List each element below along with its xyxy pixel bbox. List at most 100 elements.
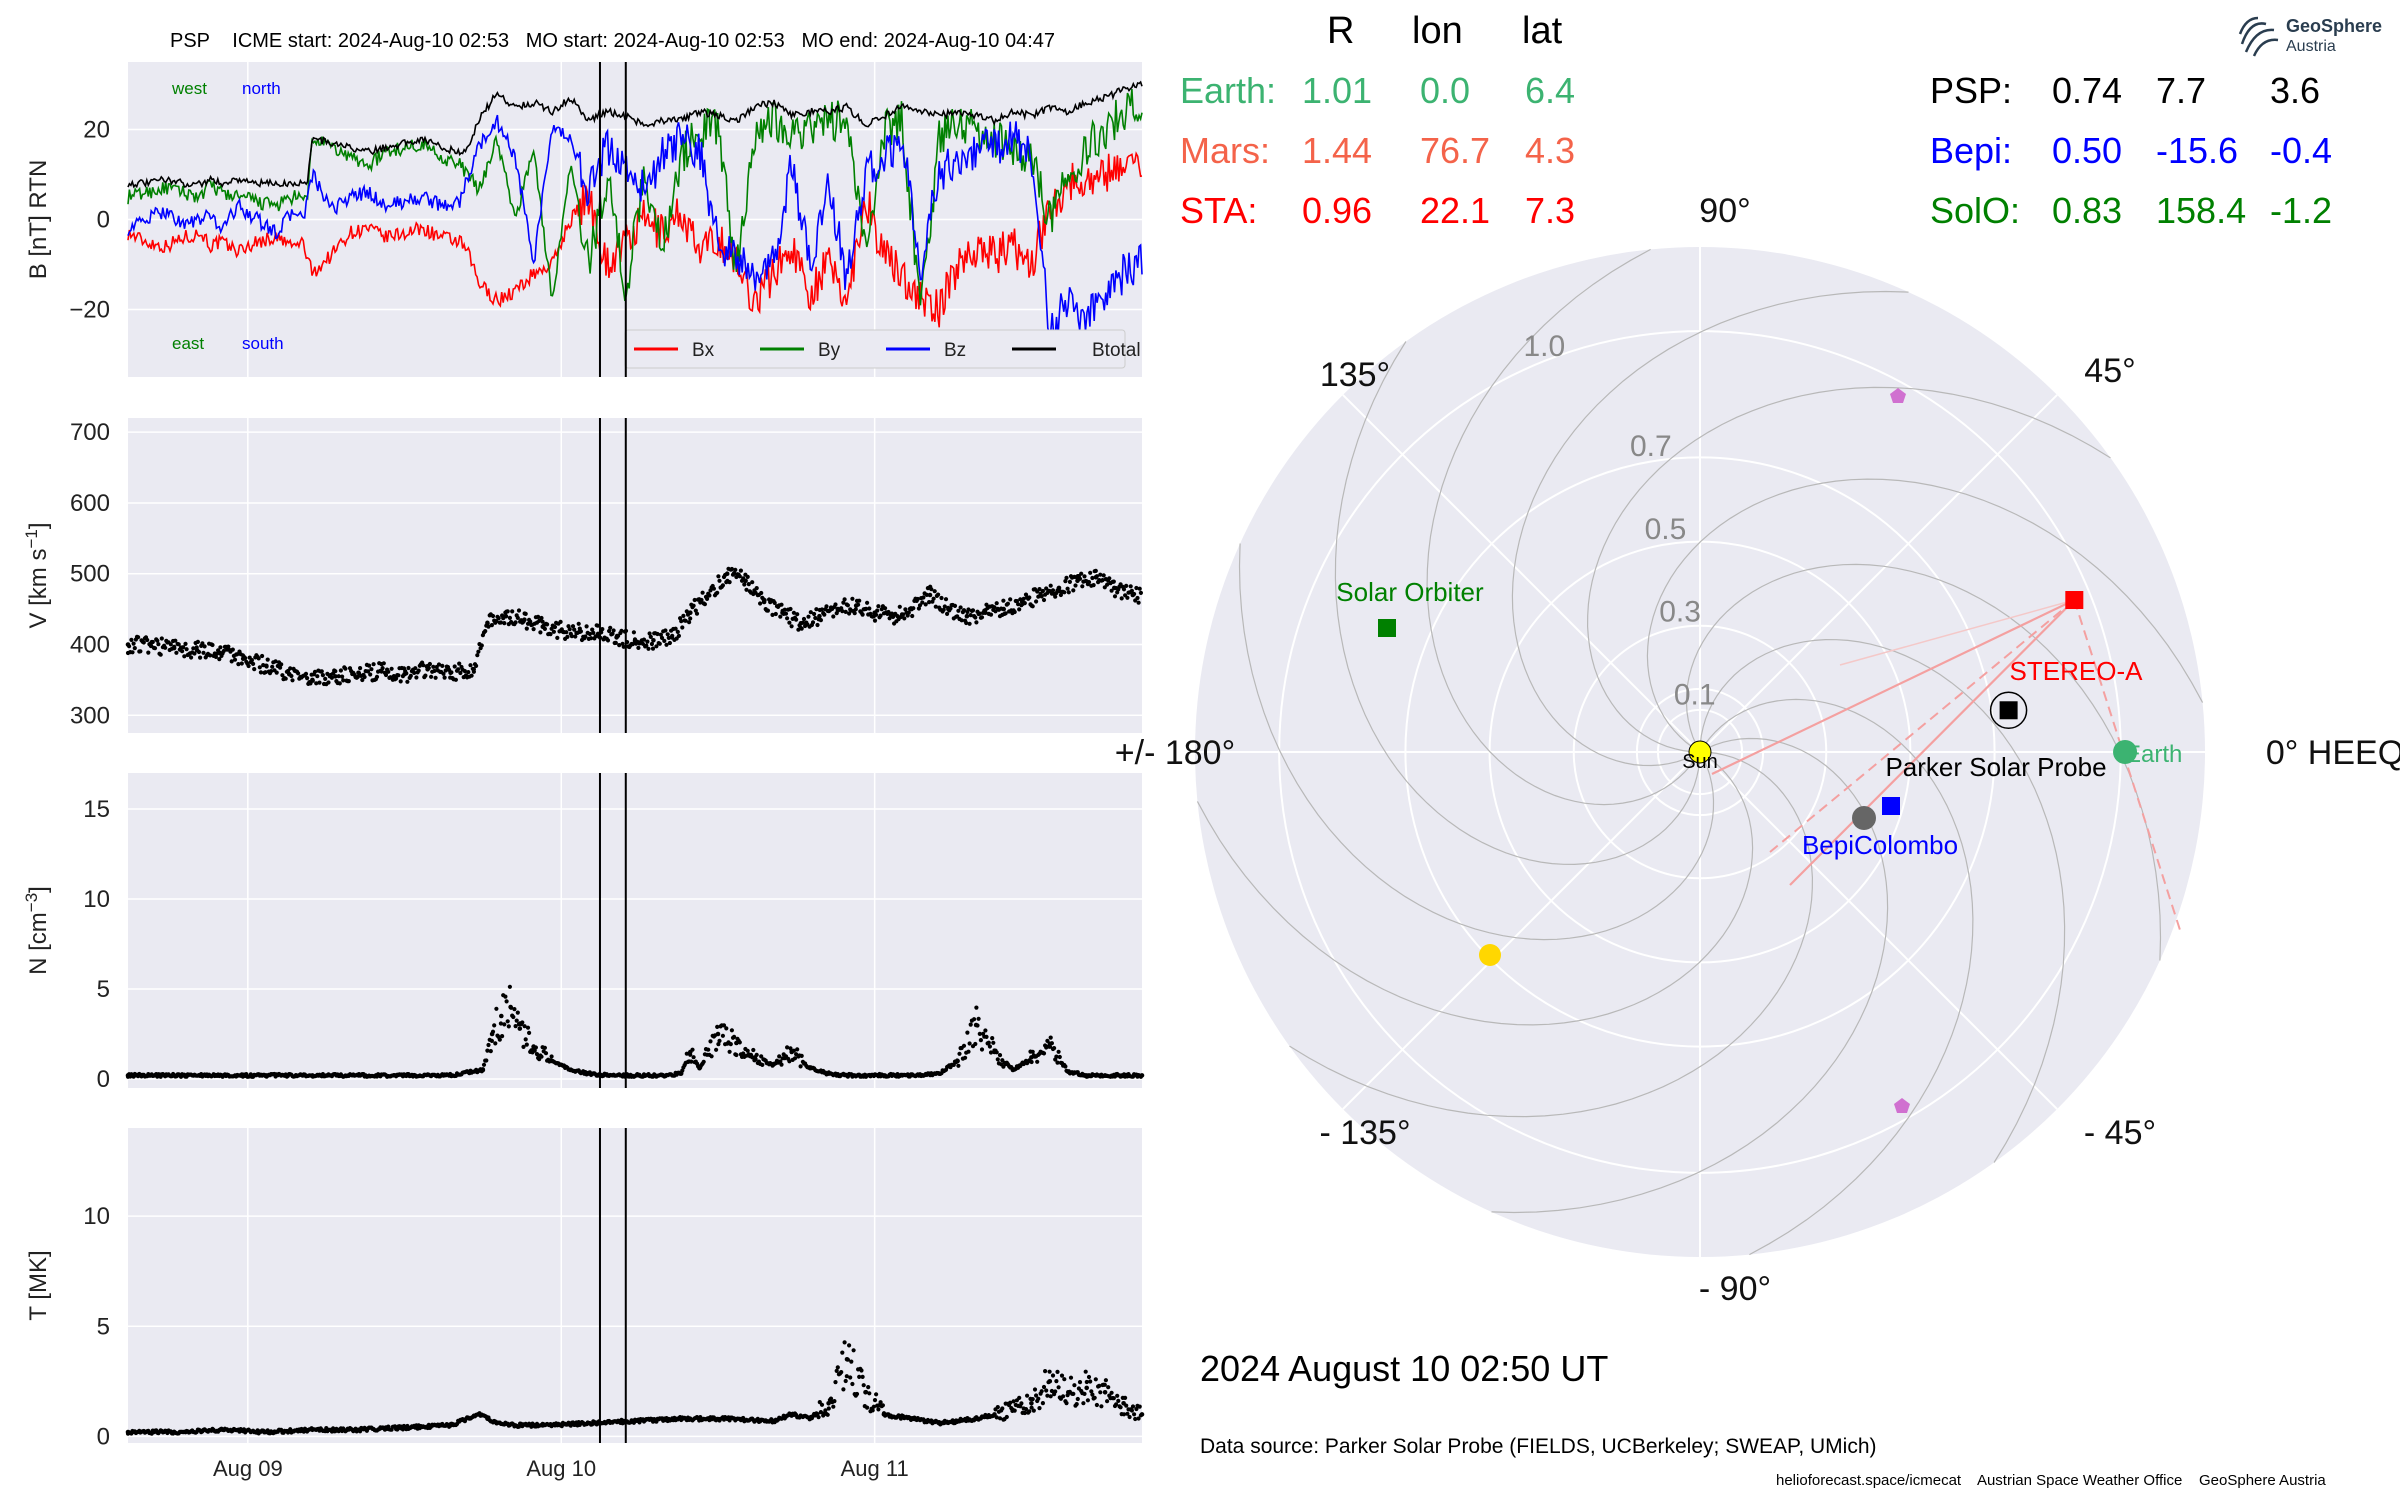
data-point (141, 640, 146, 645)
data-point-anchor (508, 1004, 513, 1010)
data-point (714, 1047, 719, 1052)
table-row-earth-lat: 6.4 (1525, 70, 1576, 111)
psp-marker (1999, 701, 2018, 720)
data-point (1090, 1392, 1095, 1397)
data-point (1053, 594, 1058, 599)
y-tick-label: 5 (97, 976, 110, 1003)
data-point (792, 1056, 798, 1061)
data-point (865, 600, 870, 605)
table-row-psp-lat: 3.6 (2270, 70, 2321, 111)
data-point (1057, 1054, 1062, 1060)
data-point (416, 668, 421, 673)
data-point (857, 598, 862, 603)
data-point (727, 580, 732, 585)
data-point (819, 1402, 825, 1407)
data-point (202, 644, 207, 649)
data-point (952, 603, 958, 609)
data-point (1062, 1377, 1067, 1382)
data-point (778, 614, 783, 619)
data-point (754, 586, 759, 591)
data-point-anchor (771, 1062, 776, 1067)
data-point (323, 676, 328, 682)
data-point (659, 635, 665, 641)
data-point (700, 590, 705, 595)
data-point (1044, 1388, 1049, 1393)
data-point (1092, 1395, 1097, 1400)
x-tick-label: Aug 11 (841, 1456, 909, 1481)
data-point (1063, 1064, 1068, 1069)
data-point (1125, 1411, 1130, 1416)
planet-marker (1890, 388, 1906, 403)
data-point (362, 674, 367, 680)
data-point (663, 628, 668, 633)
data-point (799, 1053, 804, 1058)
data-point (1085, 1398, 1090, 1403)
data-point-anchor (817, 613, 822, 619)
data-point (787, 620, 792, 625)
data-point (715, 1024, 720, 1029)
data-point (860, 612, 865, 617)
data-point (915, 596, 920, 602)
table-col-r: R (1327, 10, 1355, 52)
data-point (1102, 1382, 1107, 1387)
data-point-anchor (1121, 1073, 1126, 1078)
angle-label: - 45° (2084, 1114, 2156, 1152)
data-point (432, 668, 437, 674)
data-point (423, 673, 428, 678)
data-point (1008, 597, 1013, 602)
data-point (867, 1391, 872, 1396)
data-point (973, 615, 978, 620)
data-point (876, 1407, 881, 1412)
data-point-anchor (1139, 1073, 1145, 1078)
data-point-anchor (171, 645, 177, 651)
parker-spiral (1238, 543, 1715, 941)
data-point (1040, 1401, 1045, 1406)
data-point (1064, 1401, 1069, 1406)
data-point-anchor (706, 592, 711, 598)
data-point (939, 595, 944, 601)
x-tick-label: Aug 10 (526, 1456, 596, 1481)
data-point (818, 618, 824, 623)
data-point (611, 628, 616, 633)
data-point-anchor (586, 1420, 592, 1426)
data-point (338, 668, 343, 673)
data-point (429, 674, 434, 679)
parker-spiral (1646, 478, 2204, 753)
annotation-north: north (242, 79, 281, 98)
data-point (689, 1059, 694, 1064)
data-point (917, 603, 923, 608)
data-point (833, 1380, 838, 1385)
data-point (1134, 585, 1139, 591)
data-point (514, 1018, 519, 1023)
data-point (1103, 1378, 1108, 1383)
data-point (785, 616, 790, 621)
data-point (502, 621, 507, 626)
data-point-anchor (724, 571, 730, 576)
table-row-sta-r: 0.96 (1302, 190, 1373, 231)
y-tick-label: 15 (83, 796, 110, 823)
y-tick-label: 10 (83, 886, 110, 913)
data-point-anchor (1010, 1407, 1016, 1413)
data-point-anchor (287, 671, 292, 677)
y-tick-label: 5 (97, 1313, 110, 1340)
data-point (716, 574, 721, 579)
data-point (528, 619, 533, 624)
data-point (484, 1058, 489, 1063)
data-point (717, 1038, 722, 1043)
table-row-sta-lat: 7.3 (1525, 190, 1576, 231)
data-point-anchor (1121, 1401, 1126, 1406)
data-point (789, 624, 794, 629)
parker-solar-probe-label: Parker Solar Probe (1885, 752, 2106, 782)
data-point (923, 602, 928, 607)
data-point (213, 654, 218, 660)
data-point (492, 1023, 497, 1028)
data-point (654, 644, 659, 649)
data-point (555, 635, 560, 641)
data-point (1083, 1369, 1088, 1374)
data-point-anchor (715, 1031, 721, 1037)
data-point (795, 1047, 800, 1052)
data-point (1061, 1394, 1066, 1399)
data-point (360, 677, 365, 683)
data-point-anchor (559, 628, 564, 633)
data-point-anchor (955, 1418, 960, 1424)
